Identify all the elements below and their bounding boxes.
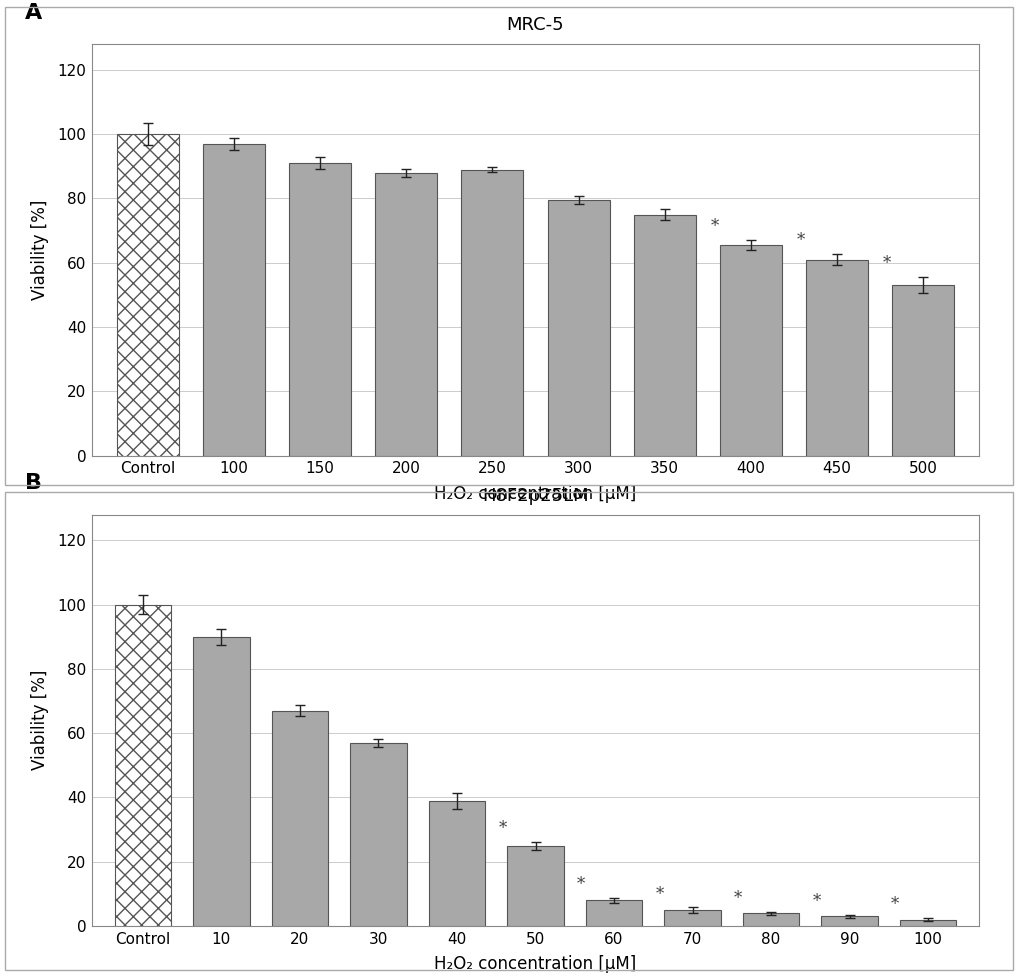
Text: *: * [891,897,899,913]
Text: *: * [812,893,820,910]
Bar [899,919,956,926]
X-axis label: H₂O₂ concentration [μM]: H₂O₂ concentration [μM] [434,484,636,503]
Bar [350,743,407,926]
Bar [820,916,877,926]
Text: *: * [655,886,663,903]
Text: B: B [25,473,42,493]
Y-axis label: Viability [%]: Viability [%] [31,200,49,300]
Bar [719,245,782,456]
Bar [288,163,351,456]
Y-axis label: Viability [%]: Viability [%] [31,670,49,770]
Bar [375,172,437,456]
Bar [461,170,523,456]
Bar [742,913,799,926]
Bar [116,134,178,456]
Text: *: * [882,256,891,272]
Bar [585,901,642,926]
Bar [193,637,250,926]
Bar [805,260,867,456]
Bar [663,910,720,926]
Bar [892,285,954,456]
Bar [633,215,695,456]
Title: MRC-5: MRC-5 [506,17,564,34]
X-axis label: H₂O₂ concentration [μM]: H₂O₂ concentration [μM] [434,955,636,973]
Text: *: * [498,820,506,837]
Bar [428,801,485,926]
Text: *: * [796,232,804,249]
Bar [506,846,564,926]
Text: A: A [25,3,43,23]
Text: *: * [710,219,718,235]
Title: H8F2p25LM: H8F2p25LM [482,487,588,505]
Text: *: * [577,876,585,893]
Bar [114,605,171,926]
Bar [271,710,328,926]
Bar [203,144,265,456]
Bar [547,200,609,456]
Text: *: * [734,890,742,906]
